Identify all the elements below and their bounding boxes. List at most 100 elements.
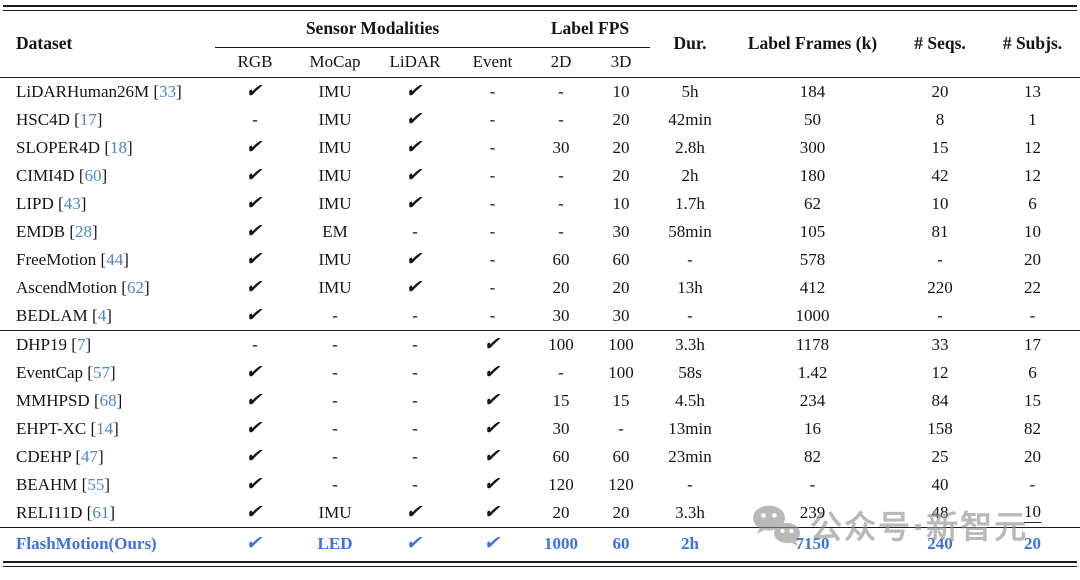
value-text: - <box>687 249 693 269</box>
value-text: 1.42 <box>797 362 828 382</box>
value-cell: - <box>375 302 455 331</box>
dataset-name-cell: BEAHM [55] <box>16 474 110 494</box>
value-text: - <box>489 305 496 325</box>
value-text: 100 <box>608 334 634 354</box>
table-row: AscendMotion [62] ✔ IMU ✔ - 20 20 13h 412 220 22 <box>0 274 1080 302</box>
value-cell: 20 <box>592 499 650 528</box>
value-text: 1000 <box>795 305 830 325</box>
value-text: 1.7h <box>675 193 705 213</box>
value-text: - <box>558 165 564 185</box>
checkmark-icon: ✔ <box>244 79 266 102</box>
value-text: - <box>332 474 338 494</box>
value-cell: 30 <box>530 134 592 162</box>
value-text: 81 <box>931 221 949 241</box>
value-cell: IMU <box>295 134 375 162</box>
value-text: - <box>412 474 418 494</box>
checkmark-icon: ✔ <box>244 163 266 186</box>
table-row: EHPT-XC [14] ✔ - - ✔ 30 - 13min 16 158 82 <box>0 415 1080 443</box>
value-text: - <box>412 418 418 438</box>
value-text: 1178 <box>795 334 830 354</box>
citation-link[interactable]: 18 <box>110 137 127 157</box>
dataset-name-cell: CDEHP [47] <box>16 446 104 466</box>
value-text: 15 <box>1024 390 1041 410</box>
value-text: 58min <box>668 221 712 241</box>
value-cell: ✔ <box>455 415 530 443</box>
checkmark-icon: ✔ <box>244 360 266 383</box>
value-cell: 100 <box>592 359 650 387</box>
dataset-name-cell: HSC4D [17] <box>16 109 103 129</box>
citation-link[interactable]: 4 <box>97 305 107 325</box>
value-cell: ✔ <box>375 526 455 561</box>
dataset-name-cell: LiDARHuman26M [33] <box>16 81 182 101</box>
value-text: 412 <box>799 277 826 297</box>
value-text: - <box>252 334 258 354</box>
value-cell: 12 <box>895 359 985 387</box>
value-cell: 12 <box>985 162 1080 190</box>
value-text: 105 <box>799 221 826 241</box>
dataset-name: EHPT-XC <box>16 418 87 438</box>
checkmark-icon: ✔ <box>404 247 426 270</box>
value-cell: 15 <box>985 387 1080 415</box>
value-text: 10 <box>612 193 630 213</box>
citation-link[interactable]: 47 <box>81 446 99 466</box>
value-cell: - <box>895 302 985 331</box>
checkmark-icon: ✔ <box>481 388 504 411</box>
citation-link[interactable]: 61 <box>92 502 110 522</box>
citation-link[interactable]: 68 <box>99 390 117 410</box>
value-cell: - <box>455 274 530 302</box>
value-text: - <box>412 334 418 354</box>
col-subheader-lidar: LiDAR <box>375 47 455 78</box>
checkmark-icon: ✔ <box>481 444 504 467</box>
value-text: 25 <box>931 446 949 466</box>
col-subheader-mocap: MoCap <box>295 47 375 78</box>
citation-link[interactable]: 57 <box>92 362 110 382</box>
citation-link[interactable]: 44 <box>106 249 124 269</box>
citation-link[interactable]: 43 <box>63 193 81 213</box>
value-cell: - <box>530 162 592 190</box>
citation-link[interactable]: 55 <box>87 474 105 494</box>
value-text: 13 <box>1024 81 1041 101</box>
dataset-name: LiDARHuman26M <box>16 81 150 101</box>
value-cell: IMU <box>295 190 375 218</box>
value-cell: - <box>375 471 455 499</box>
value-cell: ✔ <box>455 387 530 415</box>
checkmark-icon: ✔ <box>244 303 266 326</box>
citation-link[interactable]: 62 <box>126 277 144 297</box>
value-text: 8 <box>935 109 945 129</box>
dataset-name: CIMI4D <box>16 165 75 185</box>
value-cell: 240 <box>895 526 985 561</box>
value-text: - <box>489 249 496 269</box>
value-text: 578 <box>799 249 826 269</box>
value-cell: 84 <box>895 387 985 415</box>
value-cell: - <box>375 218 455 246</box>
citation-link[interactable]: 60 <box>84 165 102 185</box>
value-cell: 20 <box>592 106 650 134</box>
value-cell: 30 <box>592 302 650 331</box>
citation-link[interactable]: 7 <box>76 334 86 354</box>
value-cell: 42min <box>650 106 730 134</box>
value-cell: - <box>295 415 375 443</box>
value-cell: 20 <box>985 526 1080 561</box>
value-text: 20 <box>931 81 949 101</box>
value-cell: - <box>530 218 592 246</box>
value-text: 240 <box>927 534 953 553</box>
citation-link[interactable]: 17 <box>79 109 97 129</box>
citation-link[interactable]: 28 <box>75 221 93 241</box>
table-body: LiDARHuman26M [33] ✔ IMU ✔ - -10 5h 184 20 13 HSC4… <box>0 77 1080 561</box>
citation-link[interactable]: 33 <box>159 81 177 101</box>
checkmark-icon: ✔ <box>244 500 266 523</box>
citation-link[interactable]: 14 <box>96 418 114 438</box>
value-cell: 5h <box>650 77 730 106</box>
value-text: 2h <box>681 534 699 553</box>
value-text: 22 <box>1024 277 1041 297</box>
dataset-name: SLOPER4D <box>16 137 101 157</box>
value-cell: ✔ <box>215 162 295 190</box>
checkmark-icon: ✔ <box>404 532 426 554</box>
value-text: IMU <box>318 165 352 185</box>
value-cell: - <box>455 190 530 218</box>
value-cell: - <box>375 329 455 359</box>
value-cell: - <box>650 471 730 499</box>
value-text: IMU <box>318 193 352 213</box>
value-text: 180 <box>799 165 826 185</box>
value-cell: 30 <box>530 415 592 443</box>
